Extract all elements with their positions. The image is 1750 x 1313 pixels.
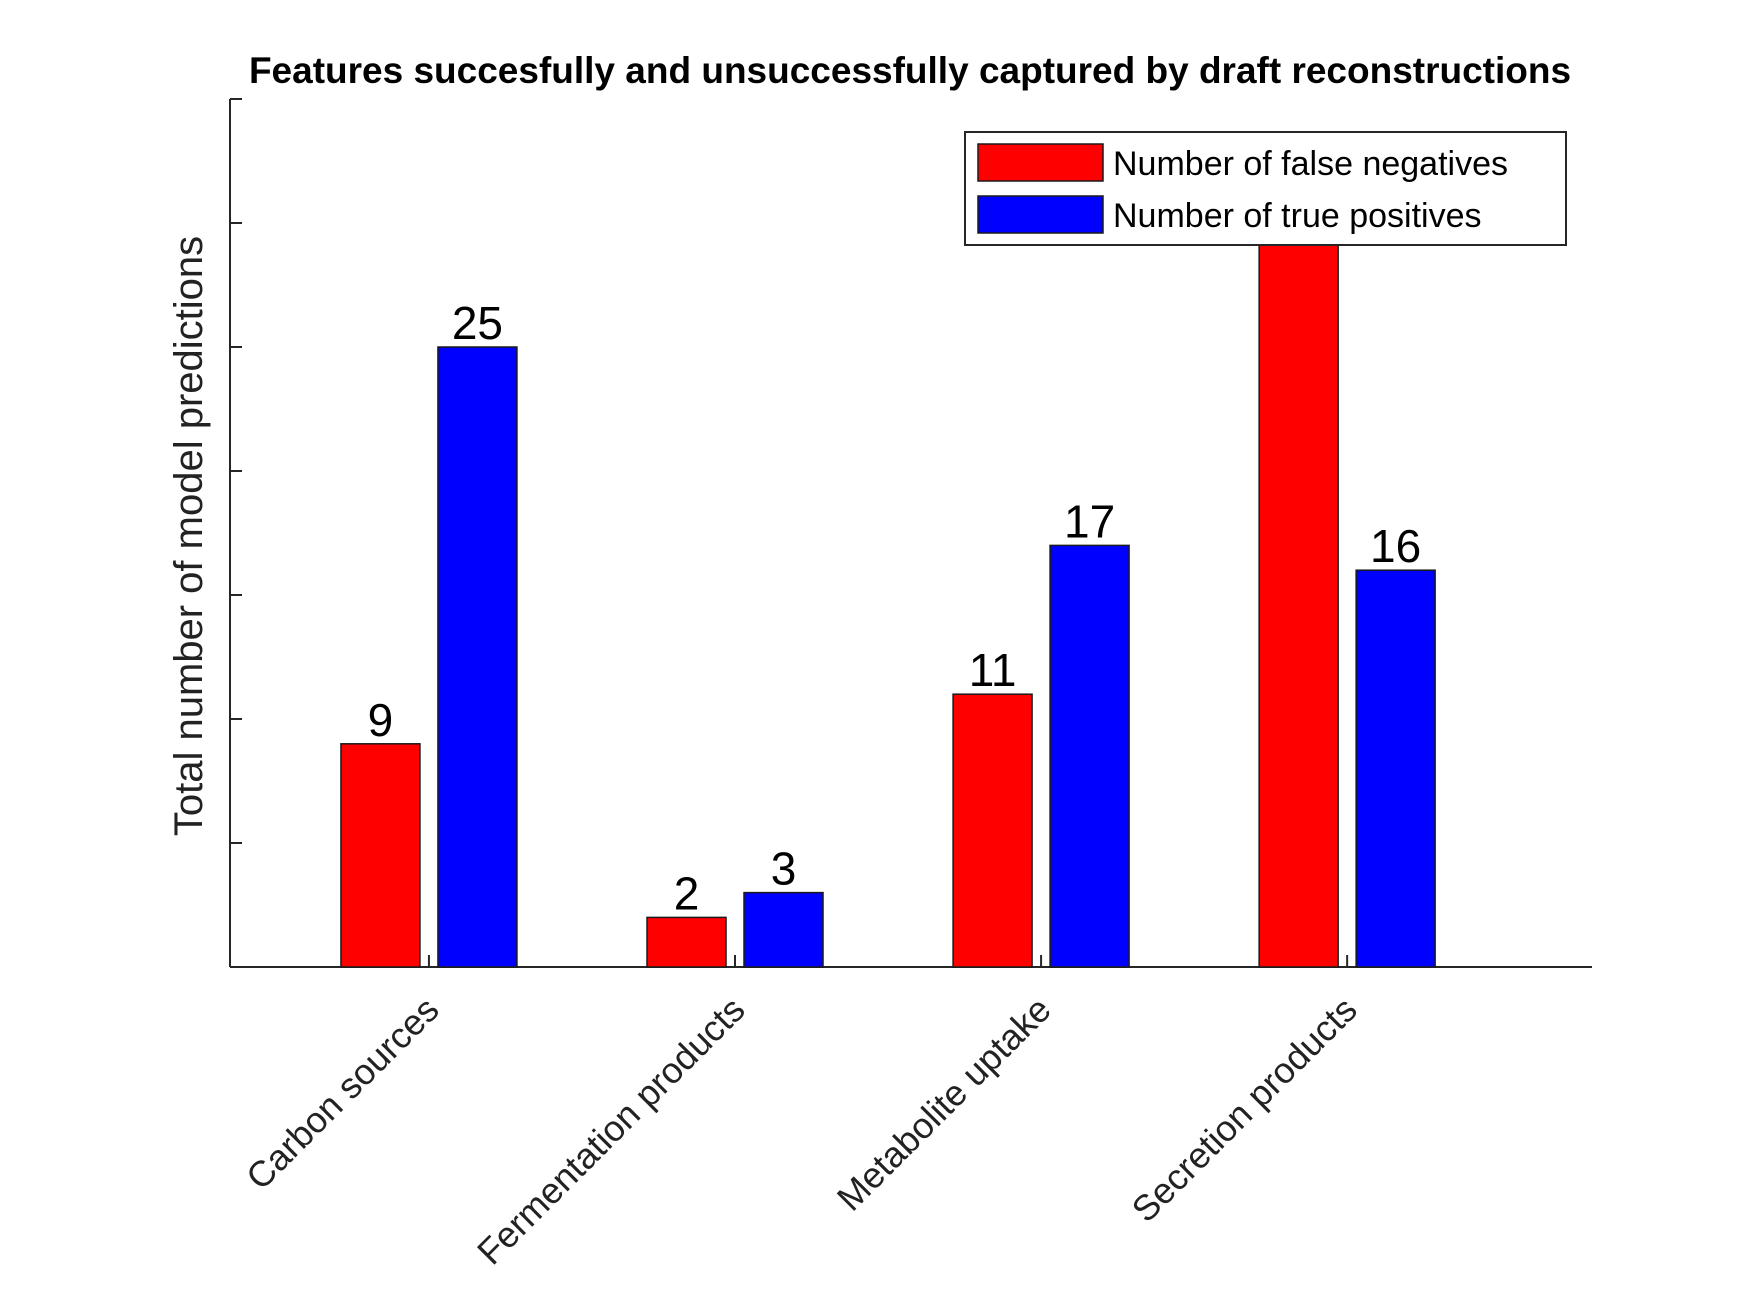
x-tick-label-1: Fermentation products: [469, 989, 753, 1273]
chart-title: Features succesfully and unsuccessfully …: [249, 50, 1571, 91]
legend-label-0: Number of false negatives: [1113, 145, 1508, 183]
bar-true-positives-1: [743, 891, 824, 968]
bar-false-negatives-1: [646, 916, 727, 968]
plot-area: Carbon sources 9 25 Fermentation products 2 3…: [229, 98, 1592, 1273]
data-label: 16: [1370, 520, 1421, 572]
legend: Number of false negatives Number of true …: [964, 131, 1567, 246]
data-label: 9: [368, 694, 394, 746]
legend-label-1: Number of true positives: [1113, 197, 1482, 235]
bar-true-positives-2: [1049, 544, 1130, 968]
data-label: 17: [1064, 495, 1115, 547]
data-label: 3: [771, 843, 797, 895]
legend-swatch-1: [977, 195, 1104, 234]
bar-false-negatives-3: [1258, 222, 1339, 968]
bar-true-positives-3: [1355, 569, 1436, 968]
data-label: 2: [674, 867, 700, 919]
x-tick-label-3: Secretion products: [1124, 989, 1365, 1230]
data-label: 11: [969, 644, 1017, 696]
bar-true-positives-0: [437, 346, 518, 968]
legend-swatch-0: [977, 143, 1104, 182]
x-tick-label-2: Metabolite uptake: [829, 989, 1059, 1219]
y-axis-label: Total number of model predictions: [167, 236, 211, 836]
bar-false-negatives-2: [952, 693, 1033, 968]
bar-false-negatives-0: [340, 743, 421, 968]
data-label: 25: [452, 297, 503, 349]
x-tick-label-0: Carbon sources: [238, 989, 447, 1198]
